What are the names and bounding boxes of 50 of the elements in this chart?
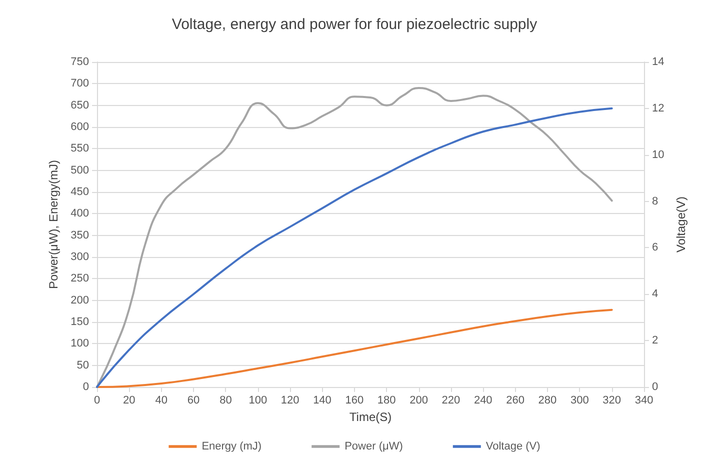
x-tick-label: 80 xyxy=(220,394,232,406)
line-series xyxy=(96,308,613,388)
x-tick-label: 200 xyxy=(410,394,428,406)
x-tick-label: 260 xyxy=(506,394,524,406)
y-tick-label: 100 xyxy=(70,338,89,350)
y-tick-label: 350 xyxy=(70,229,89,242)
legend-label: Voltage (V) xyxy=(486,440,540,452)
y2-tick-label: 14 xyxy=(652,56,664,68)
y-tick-label: 200 xyxy=(70,294,89,306)
y2-tick-label: 10 xyxy=(652,148,664,161)
y-tick-label: 0 xyxy=(82,381,89,393)
y-tick-label: 550 xyxy=(70,142,89,155)
y-tick-label: 300 xyxy=(70,251,89,263)
y2-tick-label: 0 xyxy=(652,381,658,393)
legend-label: Energy (mJ) xyxy=(202,440,262,452)
x-tick-label: 300 xyxy=(570,394,589,406)
y-tick-label: 600 xyxy=(70,121,89,133)
x-tick-label: 320 xyxy=(602,394,622,406)
x-tick-label: 220 xyxy=(442,394,460,406)
x-tick-label: 140 xyxy=(313,394,332,406)
x-tick-label: 40 xyxy=(155,394,168,406)
y-tick-label: 250 xyxy=(70,272,89,285)
y-tick-label: 650 xyxy=(70,99,89,112)
legend-label: Power (μW) xyxy=(344,440,403,452)
x-tick-label: 180 xyxy=(377,394,396,406)
x-axis-title: Time(S) xyxy=(349,410,392,424)
x-tick-label: 100 xyxy=(248,394,268,406)
chart-title: Voltage, energy and power for four piezoelectric supply xyxy=(172,16,538,33)
y2-tick-label: 12 xyxy=(652,102,664,114)
y2-tick-label: 4 xyxy=(652,288,658,300)
y2-axis-title: Voltage(V) xyxy=(674,196,688,253)
y2-tick-label: 6 xyxy=(652,242,658,254)
y2-tick-label: 8 xyxy=(652,195,658,208)
x-tick-label: 240 xyxy=(474,394,492,406)
x-tick-label: 60 xyxy=(187,394,200,406)
y-tick-label: 700 xyxy=(70,78,89,90)
y-axis-title: Power(μW), Energy(mJ) xyxy=(46,160,61,289)
x-tick-label: 120 xyxy=(280,394,300,406)
x-tick-label: 0 xyxy=(94,394,100,406)
y-tick-label: 400 xyxy=(70,208,89,220)
y-tick-label: 500 xyxy=(70,164,89,176)
y-tick-label: 50 xyxy=(76,359,89,372)
x-tick-label: 20 xyxy=(123,394,136,406)
y2-tick-label: 2 xyxy=(652,334,658,347)
x-tick-label: 280 xyxy=(538,394,557,406)
x-tick-label: 340 xyxy=(634,394,654,406)
y-tick-label: 450 xyxy=(70,186,89,198)
x-tick-label: 160 xyxy=(345,394,364,406)
y-tick-label: 750 xyxy=(70,56,89,68)
y-tick-label: 150 xyxy=(70,316,89,328)
